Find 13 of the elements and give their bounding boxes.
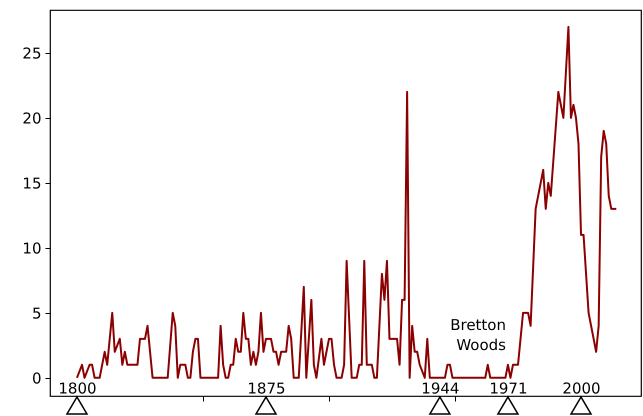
x-tick-label: 2000 xyxy=(562,380,601,398)
y-tick-label: 15 xyxy=(22,174,42,192)
y-tick-label: 25 xyxy=(22,44,42,62)
y-tick-label: 5 xyxy=(32,304,42,322)
y-tick-label: 10 xyxy=(22,239,42,258)
annotation: Bretton Woods xyxy=(450,316,506,354)
x-tick-label: 1944 xyxy=(421,380,460,398)
x-tick-label: 1875 xyxy=(247,380,286,398)
y-tick-label: 20 xyxy=(22,109,42,128)
y-tick-label: 0 xyxy=(32,369,42,388)
line-series xyxy=(76,26,618,379)
x-tick-label: 1971 xyxy=(489,380,528,398)
x-tick-label: 1800 xyxy=(58,380,97,398)
